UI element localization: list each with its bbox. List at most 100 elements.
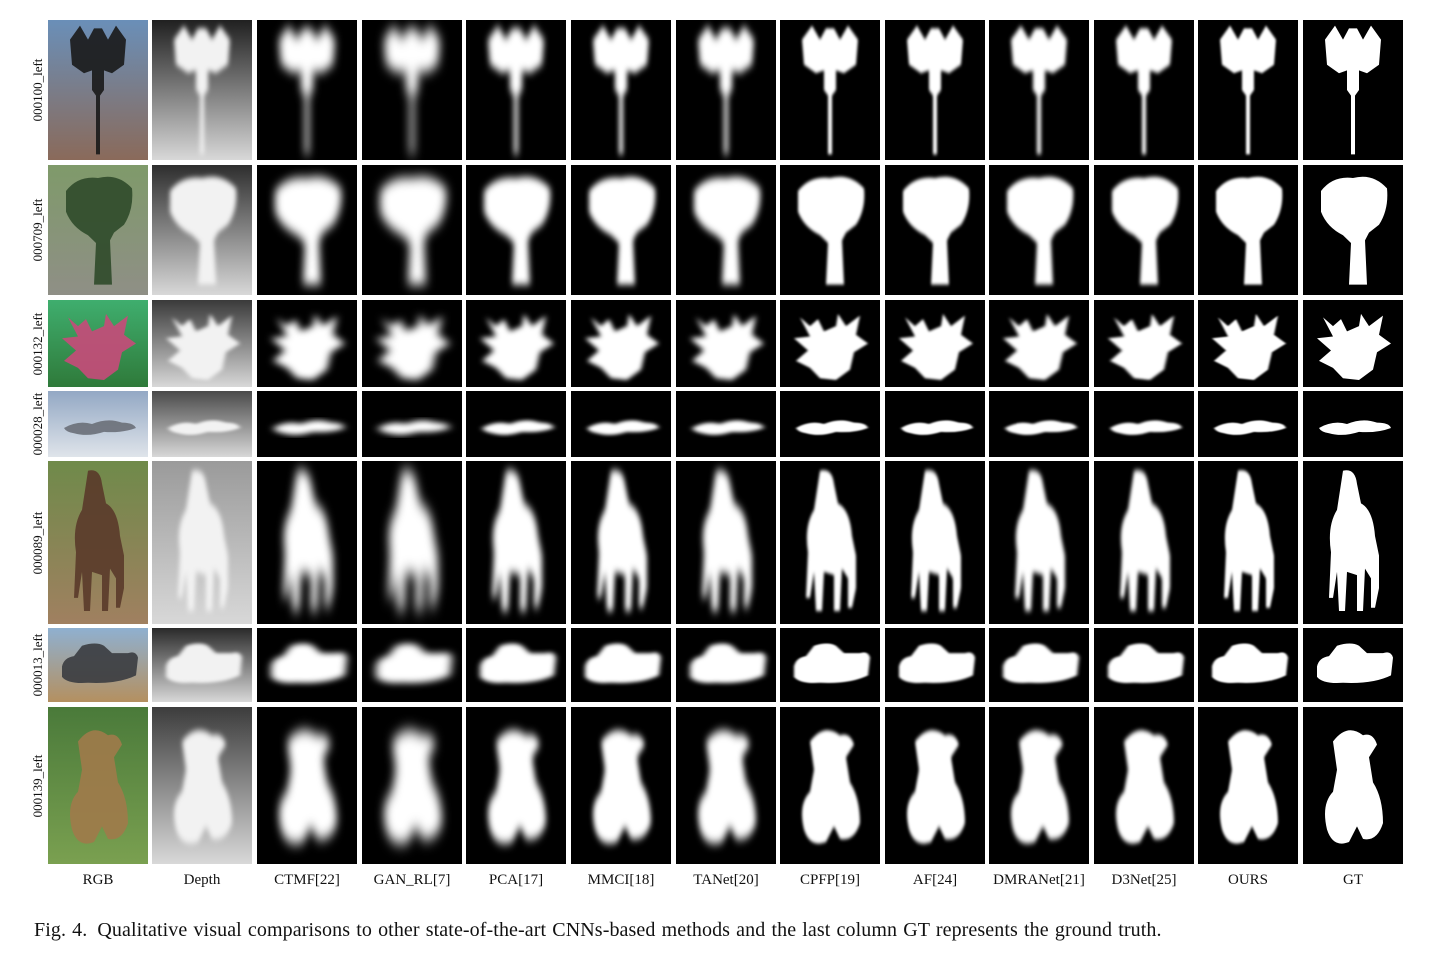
figure-cell-horse-rider-8: [885, 461, 985, 624]
figure-cell-flower-plant-8: [885, 300, 985, 387]
figure-cell-jet-formation-12: [1303, 391, 1403, 457]
column-label: DMRANet[21]: [993, 872, 1085, 888]
figure-cell-dog-8: [885, 707, 985, 864]
figure-cell-flower-plant-7: [780, 300, 880, 387]
figure-cell-old-truck-3: [362, 628, 462, 702]
figure-cell-horse-rider-7: [780, 461, 880, 624]
figure-cell-old-truck-5: [571, 628, 671, 702]
figure-cell-jet-formation-10: [1094, 391, 1194, 457]
figure-cell-old-truck-0: [48, 628, 148, 702]
figure-cell-street-lamp-12: [1303, 20, 1403, 160]
figure-cell-old-truck-8: [885, 628, 985, 702]
figure-cell-old-truck-4: [466, 628, 566, 702]
figure-cell-dog-7: [780, 707, 880, 864]
row-label: 000013_left: [30, 633, 45, 697]
figure-caption: Fig. 4. Qualitative visual comparisons to…: [34, 919, 1162, 942]
column-label: PCA[17]: [488, 872, 544, 888]
column-label: Depth: [183, 872, 221, 888]
figure-cell-jet-formation-4: [466, 391, 566, 457]
figure-cell-old-truck-11: [1198, 628, 1298, 702]
figure-cell-old-truck-6: [676, 628, 776, 702]
row-label: 000089_left: [30, 511, 45, 574]
figure-cell-jet-formation-8: [885, 391, 985, 457]
figure-cell-flower-plant-3: [362, 300, 462, 387]
figure-cell-street-lamp-5: [571, 20, 671, 160]
figure-cell-horse-rider-3: [362, 461, 462, 624]
figure-cell-dog-5: [571, 707, 671, 864]
figure-cell-jet-formation-0: [48, 391, 148, 457]
figure-cell-flower-plant-2: [257, 300, 357, 387]
figure-cell-dog-9: [989, 707, 1089, 864]
row-label: 000028_left: [30, 392, 45, 456]
figure-cell-street-lamp-1: [152, 20, 252, 160]
figure-cell-street-lamp-3: [362, 20, 462, 160]
figure-cell-jet-formation-3: [362, 391, 462, 457]
figure-cell-palm-plant-8: [885, 165, 985, 295]
figure-cell-dog-3: [362, 707, 462, 864]
figure-cell-street-lamp-6: [676, 20, 776, 160]
figure-cell-dog-6: [676, 707, 776, 864]
figure-number: Fig. 4.: [34, 919, 88, 941]
figure-cell-dog-0: [48, 707, 148, 864]
figure-cell-flower-plant-5: [571, 300, 671, 387]
figure-cell-horse-rider-6: [676, 461, 776, 624]
figure-cell-street-lamp-4: [466, 20, 566, 160]
figure-cell-flower-plant-6: [676, 300, 776, 387]
figure-cell-street-lamp-0: [48, 20, 148, 160]
figure-cell-flower-plant-11: [1198, 300, 1298, 387]
figure-cell-palm-plant-3: [362, 165, 462, 295]
figure-cell-palm-plant-1: [152, 165, 252, 295]
column-label: GAN_RL[7]: [373, 872, 451, 888]
figure-cell-flower-plant-12: [1303, 300, 1403, 387]
column-label: OURS: [1227, 872, 1269, 888]
figure-cell-palm-plant-6: [676, 165, 776, 295]
figure-cell-palm-plant-2: [257, 165, 357, 295]
figure-cell-street-lamp-7: [780, 20, 880, 160]
figure-cell-jet-formation-6: [676, 391, 776, 457]
figure-cell-jet-formation-1: [152, 391, 252, 457]
row-label: 000709_left: [30, 198, 45, 262]
column-label: CPFP[19]: [799, 872, 861, 888]
figure-cell-dog-10: [1094, 707, 1194, 864]
figure-cell-horse-rider-11: [1198, 461, 1298, 624]
figure-cell-jet-formation-7: [780, 391, 880, 457]
column-label: GT: [1343, 872, 1363, 888]
figure-cell-flower-plant-9: [989, 300, 1089, 387]
figure-cell-street-lamp-9: [989, 20, 1089, 160]
figure-cell-street-lamp-10: [1094, 20, 1194, 160]
figure-cell-dog-11: [1198, 707, 1298, 864]
figure-cell-old-truck-2: [257, 628, 357, 702]
figure-cell-street-lamp-2: [257, 20, 357, 160]
figure-cell-palm-plant-0: [48, 165, 148, 295]
figure-cell-old-truck-1: [152, 628, 252, 702]
figure-cell-palm-plant-9: [989, 165, 1089, 295]
figure-cell-horse-rider-9: [989, 461, 1089, 624]
figure-cell-horse-rider-5: [571, 461, 671, 624]
figure-cell-jet-formation-11: [1198, 391, 1298, 457]
figure-cell-palm-plant-11: [1198, 165, 1298, 295]
figure-cell-dog-4: [466, 707, 566, 864]
figure-cell-palm-plant-7: [780, 165, 880, 295]
figure-cell-street-lamp-11: [1198, 20, 1298, 160]
figure-cell-flower-plant-0: [48, 300, 148, 387]
figure-cell-old-truck-10: [1094, 628, 1194, 702]
figure-cell-horse-rider-10: [1094, 461, 1194, 624]
figure-cell-horse-rider-2: [257, 461, 357, 624]
figure-cell-dog-1: [152, 707, 252, 864]
figure-cell-horse-rider-12: [1303, 461, 1403, 624]
figure-cell-old-truck-12: [1303, 628, 1403, 702]
figure-cell-jet-formation-9: [989, 391, 1089, 457]
figure-cell-flower-plant-1: [152, 300, 252, 387]
figure-cell-palm-plant-10: [1094, 165, 1194, 295]
figure-cell-dog-12: [1303, 707, 1403, 864]
figure-cell-horse-rider-1: [152, 461, 252, 624]
column-label: CTMF[22]: [274, 872, 340, 888]
figure-cell-street-lamp-8: [885, 20, 985, 160]
figure-cell-old-truck-7: [780, 628, 880, 702]
column-label: MMCI[18]: [587, 872, 655, 888]
column-label: AF[24]: [912, 872, 958, 888]
figure-cell-palm-plant-5: [571, 165, 671, 295]
column-label: D3Net[25]: [1111, 872, 1177, 888]
figure-cell-horse-rider-0: [48, 461, 148, 624]
